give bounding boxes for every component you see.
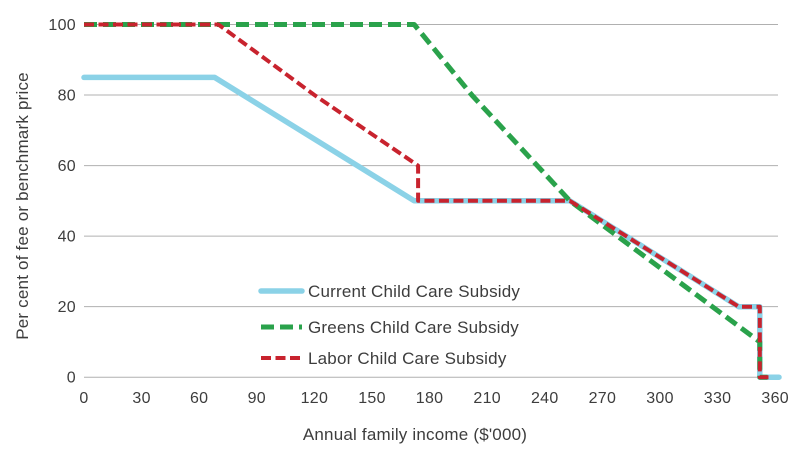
plot-series — [81, 22, 782, 380]
x-tick-label: 30 — [132, 390, 150, 407]
series-labor-child-care-subsidy — [84, 22, 772, 380]
x-tick-label: 210 — [473, 390, 501, 407]
x-tick-label: 60 — [190, 390, 208, 407]
x-axis-tick-labels: 0 30 60 90 120 150 180 210 240 270 300 330 360 — [79, 390, 789, 407]
y-axis-title: Per cent of fee or benchmark price — [13, 72, 32, 340]
x-tick-label: 90 — [248, 390, 266, 407]
x-tick-label: 300 — [646, 390, 674, 407]
legend-label: Greens Child Care Subsidy — [308, 318, 519, 337]
legend-item-labor-child-care-subsidy: Labor Child Care Subsidy — [261, 349, 507, 368]
x-tick-label: 360 — [761, 390, 789, 407]
x-tick-label: 240 — [531, 390, 559, 407]
x-tick-label: 150 — [358, 390, 386, 407]
x-tick-label: 180 — [416, 390, 444, 407]
legend-label: Current Child Care Subsidy — [308, 282, 520, 301]
legend-item-greens-child-care-subsidy: Greens Child Care Subsidy — [261, 318, 519, 337]
y-tick-label: 100 — [48, 17, 76, 34]
x-tick-label: 0 — [79, 390, 88, 407]
x-tick-label: 330 — [704, 390, 732, 407]
y-tick-label: 40 — [58, 229, 76, 246]
x-axis-title: Annual family income ($'000) — [303, 425, 527, 444]
x-tick-label: 120 — [301, 390, 329, 407]
legend-label: Labor Child Care Subsidy — [308, 349, 507, 368]
x-tick-label: 270 — [589, 390, 617, 407]
y-tick-label: 60 — [58, 158, 76, 175]
y-tick-label: 80 — [58, 88, 76, 105]
y-axis-tick-labels: 0 20 40 60 80 100 — [48, 17, 76, 387]
legend-item-current-child-care-subsidy: Current Child Care Subsidy — [258, 282, 520, 301]
y-tick-label: 0 — [67, 370, 76, 387]
y-tick-label: 20 — [58, 299, 76, 316]
legend: Current Child Care Subsidy Greens Child C… — [258, 282, 520, 368]
